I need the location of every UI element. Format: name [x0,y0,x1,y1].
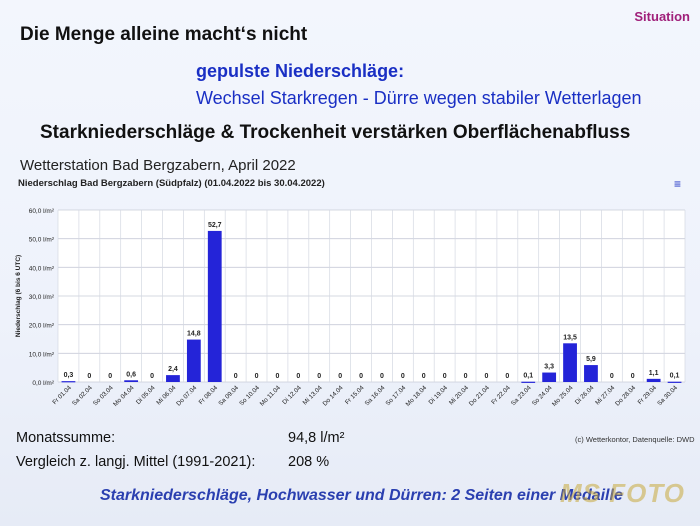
bar-value-label: 0 [505,373,509,380]
subtitle-2: Wechsel Starkregen - Dürre wegen stabile… [196,88,642,108]
x-tick-label: Di 26.04 [574,384,596,406]
bar-Sa-23-04 [521,381,536,383]
x-tick-label: Mo 25.04 [551,384,575,408]
station-title: Wetterstation Bad Bergzabern, April 2022 [20,157,296,174]
x-tick-label: Mi 27.04 [594,384,616,406]
x-tick-label: Sa 09.04 [217,384,240,407]
bar-So-24-04 [542,372,557,382]
x-tick-label: Mi 20.04 [448,384,470,406]
x-tick-label: Mo 04.04 [112,384,136,408]
bar-Di-26-04 [584,365,598,382]
bar-value-label: 0 [87,373,91,380]
x-tick-label: Do 14.04 [322,384,345,407]
x-tick-label: Mi 06.04 [155,384,177,406]
credit-text: (c) Wetterkontor, Datenquelle: DWD [575,435,695,444]
bar-value-label: 13,5 [563,334,577,341]
bar-Fr-08-04 [207,230,222,382]
bar-value-label: 0 [317,373,321,380]
bar-value-label: 0 [234,373,238,380]
bar-value-label: 0 [443,373,447,380]
x-tick-label: Di 05.04 [135,384,157,406]
bar-Mo-04-04 [124,380,139,382]
chart-title: Niederschlag Bad Bergzabern (Südpfalz) (… [18,178,325,189]
x-tick-label: Sa 02.04 [71,384,94,407]
x-tick-label: Fr 15.04 [344,384,366,406]
x-tick-label: Sa 16.04 [364,384,387,407]
bar-value-label: 0 [108,373,112,380]
y-tick-label: 60,0 l/m² [29,208,55,215]
y-tick-label: 40,0 l/m² [29,265,55,272]
x-tick-label: Do 21.04 [468,384,491,407]
x-tick-label: So 10.04 [238,384,261,407]
bar-value-label: 3,3 [544,364,554,371]
section-label: Situation [634,9,690,24]
slide-title: Die Menge alleine macht‘s nicht [20,24,308,45]
bar-value-label: 0 [380,373,384,380]
x-tick-label: Sa 30.04 [656,384,679,407]
bar-Do-07-04 [186,339,201,382]
bar-value-label: 0,6 [126,371,136,378]
x-tick-label: Mo 18.04 [405,384,429,408]
comparison-label: Vergleich z. langj. Mittel (1991-2021): [16,454,256,470]
bar-value-label: 0 [150,373,154,380]
bar-value-label: 14,8 [187,331,201,338]
bar-value-label: 2,4 [168,366,178,373]
x-tick-label: Sa 23.04 [510,384,533,407]
x-tick-label: Do 28.04 [614,384,637,407]
y-axis-label: Niederschlag (6 bis 6 UTC) [15,255,22,337]
x-tick-label: Di 12.04 [281,384,303,406]
bar-value-label: 0 [484,373,488,380]
bar-value-label: 0,1 [670,373,680,380]
bar-value-label: 0 [631,373,635,380]
x-tick-label: Fr 29.04 [637,384,659,406]
bar-Sa-30-04 [667,381,682,383]
bar-value-label: 0 [359,373,363,380]
bar-value-label: 0 [338,373,342,380]
x-tick-label: Fr 08.04 [198,384,220,406]
month-sum-label: Monatssumme: [16,430,116,446]
bar-Fr-01-04 [61,381,76,383]
x-tick-label: Mo 11.04 [259,384,283,408]
bar-value-label: 0 [464,373,468,380]
x-tick-label: Di 19.04 [428,384,450,406]
bar-value-label: 52,7 [208,222,222,229]
bar-value-label: 5,9 [586,356,596,363]
x-tick-label: Mi 13.04 [302,384,324,406]
y-tick-label: 10,0 l/m² [29,351,55,358]
y-tick-label: 0,0 l/m² [32,380,55,387]
subtitle-1: gepulste Niederschläge: [196,61,405,81]
x-tick-label: Fr 01.04 [51,384,73,406]
bar-value-label: 0 [610,373,614,380]
bar-value-label: 0 [401,373,405,380]
bar-value-label: 1,1 [649,370,659,377]
watermark: MS FOTO [560,478,685,508]
bar-Fr-29-04 [646,378,661,382]
comparison-value: 208 % [288,454,330,470]
bar-Mo-25-04 [563,343,577,382]
x-tick-label: Do 07.04 [175,384,198,407]
y-tick-label: 20,0 l/m² [29,323,55,330]
bar-value-label: 0 [275,373,279,380]
bar-value-label: 0,1 [523,373,533,380]
bar-value-label: 0 [255,373,259,380]
bar-value-label: 0 [422,373,426,380]
footer-text: Starkniederschläge, Hochwasser und Dürre… [100,487,623,504]
x-tick-label: Fr 22.04 [490,384,512,406]
bar-value-label: 0 [296,373,300,380]
bar-value-label: 0,3 [64,372,74,379]
bar-Mi-06-04 [166,375,180,382]
y-tick-label: 30,0 l/m² [29,294,55,301]
chart-menu-icon[interactable]: ≡ [674,177,682,191]
y-tick-label: 50,0 l/m² [29,237,55,244]
section-heading: Starkniederschläge & Trockenheit verstär… [40,122,631,143]
month-sum-value: 94,8 l/m² [288,430,345,446]
